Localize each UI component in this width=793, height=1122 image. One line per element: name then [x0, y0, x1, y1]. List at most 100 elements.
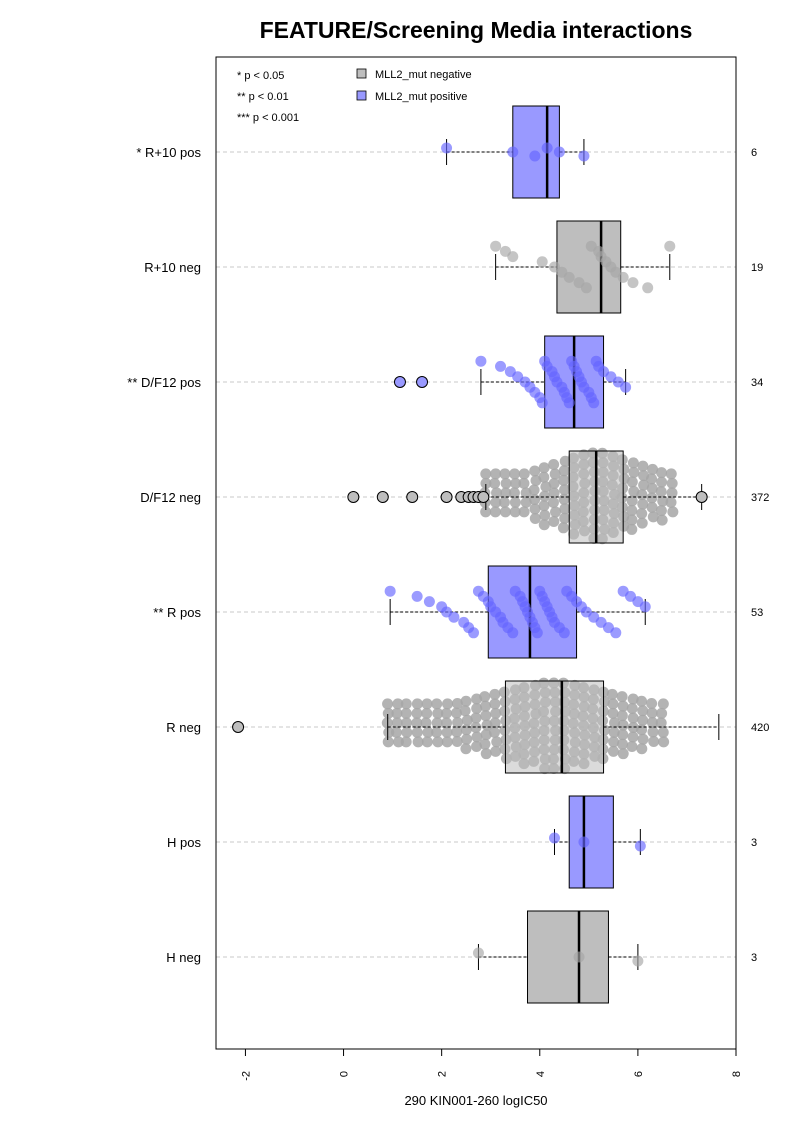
data-point — [637, 498, 649, 510]
data-point — [518, 506, 530, 518]
data-point — [520, 496, 532, 508]
x-axis-label: 290 KIN001-260 logIC50 — [404, 1093, 547, 1108]
data-point — [400, 707, 412, 719]
x-tick-label: 0 — [339, 1071, 351, 1077]
group-count: 6 — [751, 147, 757, 159]
legend-label: MLL2_mut negative — [375, 69, 472, 81]
box — [504, 680, 605, 774]
data-point — [490, 496, 502, 508]
data-point — [559, 484, 571, 496]
data-point — [471, 731, 483, 743]
data-point — [647, 511, 659, 523]
data-point — [488, 726, 500, 738]
group-label: H pos — [167, 835, 201, 850]
data-point — [384, 585, 396, 597]
data-point — [608, 726, 620, 738]
data-point — [431, 726, 443, 738]
data-point — [495, 360, 507, 372]
data-point — [490, 240, 502, 252]
outlier-point — [376, 491, 389, 503]
data-point — [451, 726, 463, 738]
data-point — [538, 462, 550, 474]
data-point — [401, 717, 413, 729]
data-point — [559, 512, 571, 524]
data-point — [548, 516, 560, 528]
data-point — [655, 505, 667, 517]
plot-frame — [215, 56, 737, 1050]
significance-legend-item: ** p < 0.01 — [237, 91, 289, 103]
data-point — [529, 503, 541, 515]
data-point — [489, 698, 501, 710]
data-point — [392, 698, 404, 710]
data-point — [657, 495, 669, 507]
data-point — [421, 707, 433, 719]
data-point — [510, 477, 522, 489]
data-point — [558, 465, 570, 477]
data-point — [558, 474, 570, 486]
data-point — [617, 738, 629, 750]
data-point — [490, 707, 502, 719]
data-point — [563, 397, 575, 409]
data-point — [507, 146, 519, 158]
data-point — [536, 256, 548, 268]
data-point — [518, 468, 530, 480]
group-labels: * R+10 pos R+10 neg ** D/F12 pos D/F12 neg *… — [127, 145, 201, 965]
data-point — [460, 743, 472, 755]
grid-lines — [216, 151, 736, 958]
data-point — [642, 282, 654, 294]
group-label: H neg — [166, 950, 201, 965]
data-point — [628, 466, 640, 478]
data-point — [547, 497, 559, 509]
data-point — [499, 506, 511, 518]
data-point — [391, 717, 403, 729]
data-point — [422, 726, 434, 738]
outlier-point — [440, 491, 453, 503]
x-tick-label: -2 — [240, 1071, 252, 1081]
data-point — [441, 736, 453, 748]
data-point — [489, 477, 501, 489]
data-point — [460, 695, 472, 707]
group-count: 3 — [751, 837, 757, 849]
data-point — [452, 716, 464, 728]
data-point — [627, 277, 639, 289]
data-point — [470, 712, 482, 724]
boxes — [387, 105, 720, 1004]
data-point — [557, 522, 569, 534]
data-point — [656, 467, 668, 479]
data-point — [500, 487, 512, 499]
data-point — [540, 481, 552, 493]
data-point — [471, 702, 483, 714]
data-point — [636, 695, 648, 707]
data-point — [480, 468, 492, 480]
data-point — [382, 707, 394, 719]
data-point — [617, 271, 629, 283]
data-point — [411, 698, 423, 710]
data-point — [626, 476, 638, 488]
data-point — [442, 698, 454, 710]
data-point — [665, 468, 677, 480]
data-point — [626, 514, 638, 526]
data-point — [638, 479, 650, 491]
data-point — [382, 736, 394, 748]
chart-title: FEATURE/Screening Media interactions — [260, 17, 693, 43]
data-point — [441, 142, 453, 154]
group-label: D/F12 neg — [140, 490, 201, 505]
data-point — [518, 477, 530, 489]
data-point — [538, 519, 550, 531]
data-point — [531, 627, 543, 639]
group-label: R neg — [166, 720, 201, 735]
data-point — [475, 355, 487, 367]
data-point — [559, 503, 571, 515]
data-point — [529, 465, 541, 477]
significance-legend-item: *** p < 0.001 — [237, 112, 299, 124]
data-point — [423, 596, 435, 608]
data-point — [421, 698, 433, 710]
data-point — [448, 611, 460, 623]
data-point — [392, 736, 404, 748]
data-point — [648, 735, 660, 747]
data-point — [480, 710, 492, 722]
data-point — [563, 271, 575, 283]
outlier-point — [347, 491, 360, 503]
data-point — [420, 717, 432, 729]
data-point — [401, 726, 413, 738]
